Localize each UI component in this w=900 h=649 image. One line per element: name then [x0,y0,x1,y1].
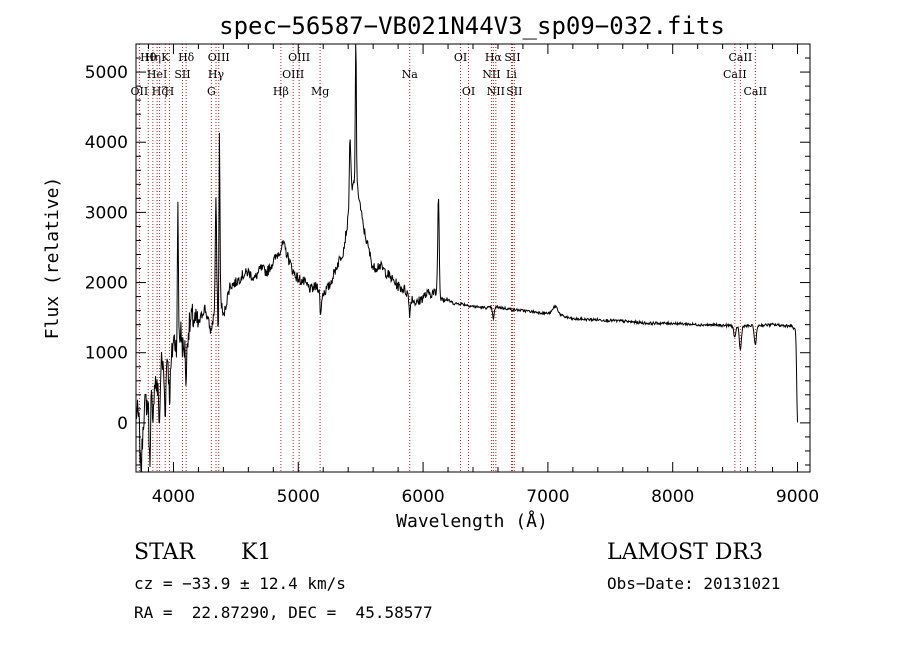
object-subclass: K1 [241,540,272,565]
spectrum-line [135,43,798,473]
line-label-25: CaII [723,68,747,81]
line-label-20: Hα [485,51,503,64]
line-label-11: OIII [208,51,230,64]
y-tick-label: 5000 [85,63,128,83]
line-label-5: K [161,51,170,64]
object-class: STAR [134,540,195,565]
y-tick-label: 2000 [85,274,128,294]
y-tick-label: 0 [117,414,128,434]
line-label-15: Mg [311,85,329,98]
line-label-26: CaII [729,51,753,64]
line-label-6: H [165,85,175,98]
x-tick-label: 4000 [152,487,195,507]
x-tick-label: 7000 [526,487,569,507]
line-label-16: Na [402,68,419,81]
x-tick-label: 8000 [651,487,694,507]
line-label-2: OII [131,85,149,98]
line-label-12: Hβ [273,85,289,98]
line-label-24: SII [506,85,522,98]
line-label-21: NII [487,85,505,98]
x-tick-label: 9000 [776,487,819,507]
survey-name: LAMOST DR3 [607,540,763,565]
y-axis-ticks: 0 1000 2000 3000 4000 5000 [85,43,810,466]
y-tick-label: 3000 [85,203,128,223]
line-label-7: SII [174,68,190,81]
chart-title: spec−56587−VB021N44V3_sp09−032.fits [219,12,725,40]
x-tick-label: 5000 [277,487,320,507]
y-axis-label: Flux (relative) [42,177,63,340]
plot-frame [135,43,811,473]
line-label-3: HeI [147,68,167,81]
line-label-10: Hγ [208,68,225,81]
line-label-9: G [207,85,216,98]
y-tick-label: 1000 [85,344,128,364]
observation-date: Obs−Date: 20131021 [607,574,781,593]
line-label-8: Hδ [178,51,195,64]
line-label-18: OI [462,85,475,98]
sky-coordinates: RA = 22.87290, DEC = 45.58577 [134,603,433,622]
line-label-17: OI [454,51,467,64]
x-axis-label: Wavelength (Å) [396,510,548,532]
x-axis-ticks: 4000 5000 6000 7000 8000 9000 [147,44,819,507]
redshift-readout: cz = −33.9 ± 12.4 km/s [134,574,346,593]
y-tick-label: 4000 [85,133,128,153]
line-label-13: OIII [282,68,304,81]
line-label-1: Hη [145,51,161,64]
line-label-22: SII [504,51,520,64]
line-label-19: NII [482,68,500,81]
line-label-27: CaII [743,85,767,98]
line-label-14: OIII [288,51,310,64]
line-label-23: Li [506,68,517,81]
x-tick-label: 6000 [401,487,444,507]
line-label-0: Hθ [140,51,157,64]
line-label-4: Hζ [152,85,168,98]
